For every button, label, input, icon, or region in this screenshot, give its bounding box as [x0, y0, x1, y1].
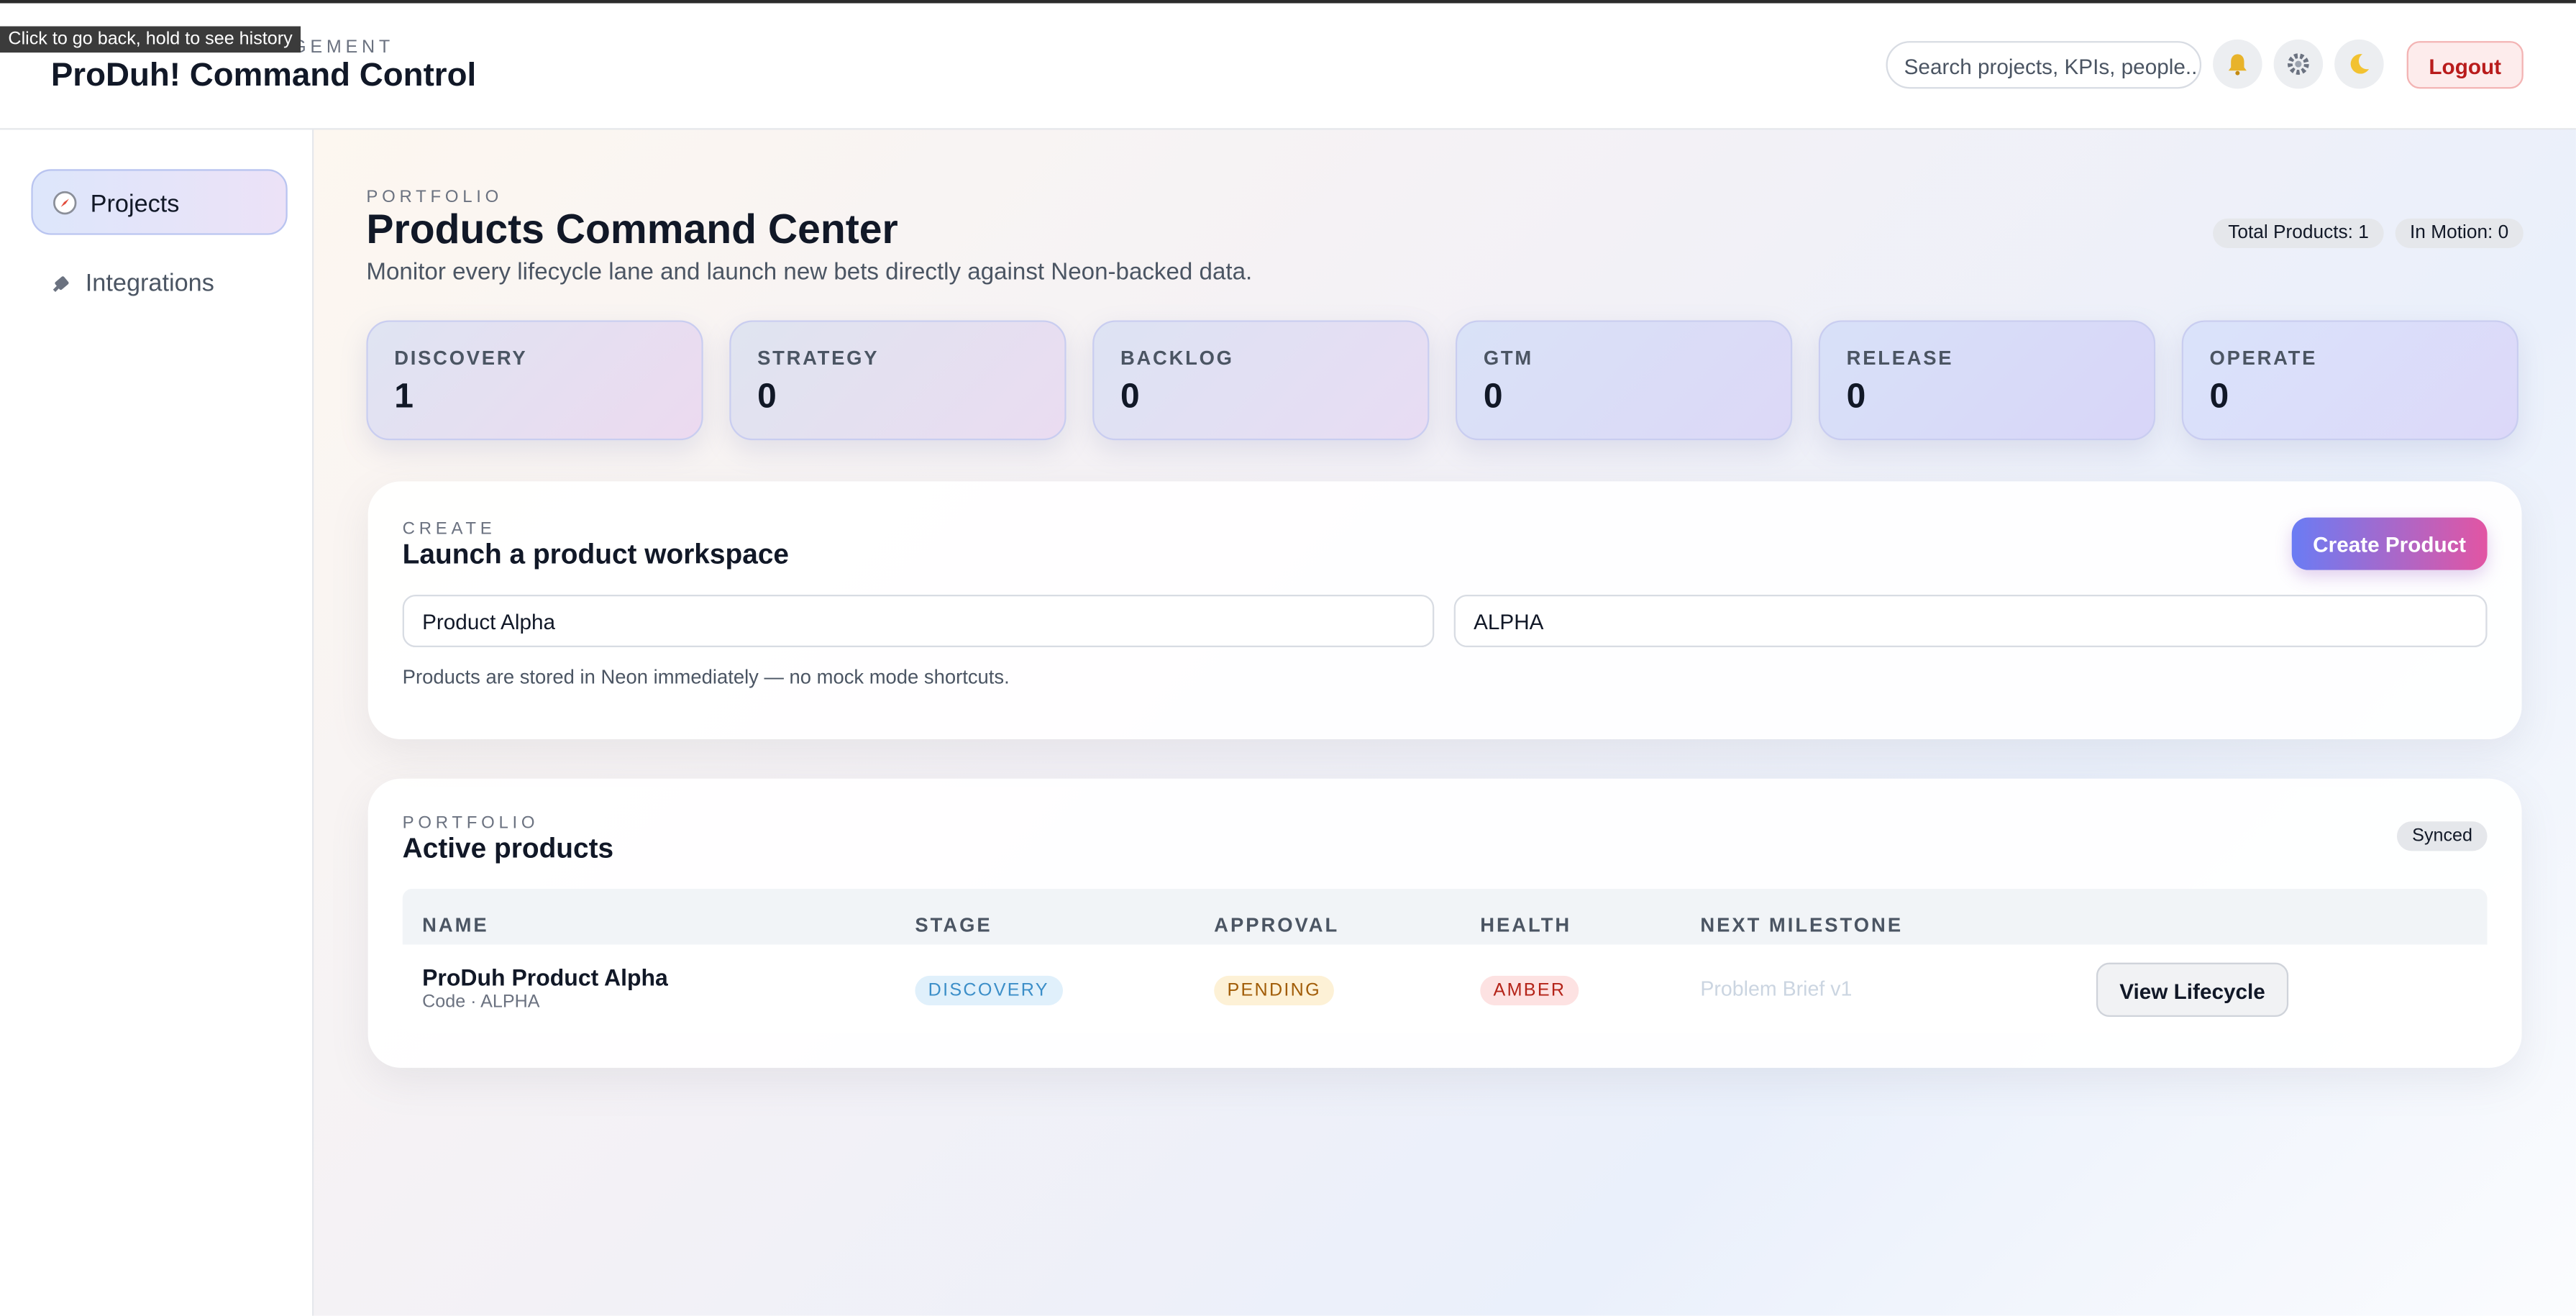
stage-card: OPERATE 0	[2181, 320, 2518, 441]
stage-count: 0	[2209, 378, 2229, 416]
summary-pill: In Motion: 0	[2395, 218, 2524, 248]
stage-card: RELEASE 0	[1818, 320, 2156, 441]
health-cell: AMBER	[1480, 974, 1579, 1006]
approval-cell: PENDING	[1214, 974, 1335, 1006]
table-body: ProDuh Product Alpha Code · ALPHA DISCOVER…	[403, 945, 2488, 1033]
sidebar: Projects Integrations	[0, 129, 314, 1316]
bell-icon	[2228, 54, 2247, 76]
stage-label: STRATEGY	[757, 347, 880, 370]
stage-card: DISCOVERY 1	[366, 320, 703, 441]
stage-card: GTM 0	[1455, 320, 1793, 441]
table-header: NAME STAGE APPROVAL HEALTH NEXT MILESTONE	[402, 888, 2488, 945]
search-input[interactable]: Search projects, KPIs, people...	[1886, 41, 2202, 89]
create-note: Products are stored in Neon immediately …	[402, 665, 1010, 689]
products-card: PORTFOLIO Active products Synced NAME STA…	[367, 778, 2522, 1068]
card-title: Active products	[402, 833, 614, 864]
page-title: Products Command Center	[366, 206, 898, 253]
health-badge: AMBER	[1480, 975, 1579, 1006]
summary-pills: Total Products: 1 In Motion: 0	[2213, 218, 2524, 248]
column-header: STAGE	[915, 913, 992, 937]
create-button[interactable]: Create Product	[2291, 517, 2488, 570]
logout-button[interactable]: Logout	[2406, 41, 2524, 89]
product-name-input[interactable]: Product Alpha	[402, 594, 1435, 648]
theme-button[interactable]	[2334, 39, 2384, 89]
column-header: NAME	[422, 913, 489, 937]
header: MANAGEMENT ProDuh! Command Control Searc…	[0, 3, 2576, 130]
stage-count: 0	[757, 378, 777, 416]
stage-label: RELEASE	[1846, 347, 1954, 370]
moon-icon	[2350, 54, 2370, 74]
stage-label: DISCOVERY	[394, 347, 528, 370]
sync-status: Synced	[2397, 821, 2488, 851]
stage-card: STRATEGY 0	[729, 320, 1067, 441]
card-title: Launch a product workspace	[402, 539, 790, 570]
plug-icon	[52, 276, 69, 292]
create-card: CREATE Launch a product workspace Create…	[367, 481, 2522, 739]
approval-badge: PENDING	[1214, 975, 1335, 1006]
gear-icon	[2288, 53, 2309, 75]
column-header: NEXT MILESTONE	[1700, 913, 1904, 937]
compass-icon	[53, 191, 77, 215]
main-content: PORTFOLIO Products Command Center Monito…	[314, 129, 2576, 1316]
stage-badge: DISCOVERY	[915, 975, 1063, 1006]
browser-tooltip: Click to go back, hold to see history	[0, 26, 301, 53]
column-header: APPROVAL	[1214, 913, 1340, 937]
next-milestone: Problem Brief v1	[1700, 977, 1853, 1001]
page-subtitle: Monitor every lifecycle lane and launch …	[366, 259, 1253, 286]
stage-count: 0	[1120, 378, 1140, 416]
stage-cell: DISCOVERY	[915, 974, 1063, 1006]
column-header: HEALTH	[1480, 913, 1572, 937]
nav-label: Projects	[90, 190, 180, 219]
stage-count: 0	[1846, 378, 1866, 416]
product-code-input[interactable]: ALPHA	[1453, 594, 2488, 648]
stage-card: BACKLOG 0	[1092, 320, 1430, 441]
notifications-button[interactable]	[2213, 39, 2262, 89]
stage-count: 0	[1483, 378, 1503, 416]
nav-item[interactable]: Integrations	[85, 269, 214, 298]
app-title: ProDuh! Command Control	[50, 57, 477, 94]
stage-label: BACKLOG	[1120, 347, 1234, 370]
stage-label: OPERATE	[2209, 347, 2318, 370]
card-eyebrow: PORTFOLIO	[402, 813, 539, 833]
nav-item-active[interactable]: Projects	[31, 169, 288, 235]
card-eyebrow: CREATE	[402, 518, 496, 539]
view-lifecycle-button[interactable]: View Lifecycle	[2096, 962, 2289, 1018]
stage-cards: DISCOVERY 1 STRATEGY 0 BACKLOG 0 GTM 0 RELEASE 0 O…	[366, 320, 2518, 441]
products-table: NAME STAGE APPROVAL HEALTH NEXT MILESTONE Pr…	[402, 888, 2488, 1033]
section-eyebrow: PORTFOLIO	[366, 187, 503, 207]
summary-pill: Total Products: 1	[2213, 218, 2384, 248]
table-row: ProDuh Product Alpha Code · ALPHA DISCOVER…	[403, 945, 2488, 1033]
product-code: Code · ALPHA	[422, 992, 540, 1013]
stage-count: 1	[394, 378, 414, 416]
product-name: ProDuh Product Alpha	[422, 964, 668, 991]
settings-button[interactable]	[2273, 39, 2324, 89]
stage-label: GTM	[1483, 347, 1533, 370]
window-edge	[0, 0, 2576, 4]
